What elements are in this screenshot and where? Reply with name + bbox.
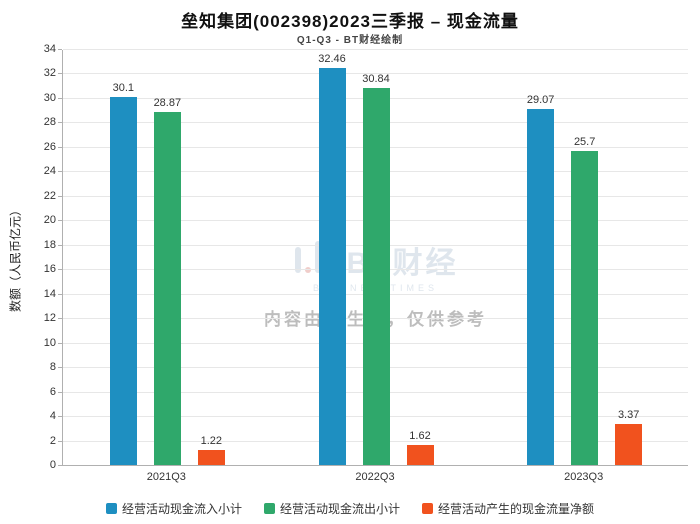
x-tick-label: 2021Q3 bbox=[146, 471, 186, 483]
y-tick-mark bbox=[58, 440, 62, 442]
legend-item-0[interactable]: 经营活动现金流入小计 bbox=[105, 500, 242, 517]
bar-2023Q3-series-2[interactable] bbox=[615, 423, 643, 465]
y-tick-label: 12 bbox=[43, 312, 56, 325]
y-tick-mark bbox=[58, 49, 62, 50]
bar-2022Q3-series-1[interactable] bbox=[362, 87, 390, 465]
y-tick-label: 32 bbox=[43, 67, 56, 80]
legend-label: 经营活动现金流入小计 bbox=[121, 502, 242, 516]
legend-label: 经营活动现金流出小计 bbox=[279, 502, 400, 516]
bar-2023Q3-series-1[interactable] bbox=[571, 150, 599, 465]
y-tick-mark bbox=[58, 146, 62, 148]
bar-value-label: 32.46 bbox=[318, 52, 346, 65]
y-tick-label: 8 bbox=[49, 361, 56, 374]
y-tick-label: 0 bbox=[49, 459, 56, 471]
y-tick-label: 2 bbox=[49, 434, 56, 447]
y-tick-label: 20 bbox=[43, 214, 56, 227]
y-tick-mark bbox=[58, 97, 62, 99]
legend-item-2[interactable]: 经营活动产生的现金流量净额 bbox=[422, 500, 594, 517]
y-tick-label: 28 bbox=[43, 116, 56, 129]
x-tick-label: 2023Q3 bbox=[564, 471, 604, 483]
bar-2022Q3-series-2[interactable] bbox=[406, 445, 434, 465]
chart-title: 垒知集团(002398)2023三季报 – 现金流量 bbox=[181, 12, 519, 31]
y-tick-mark bbox=[58, 220, 62, 222]
y-tick-mark bbox=[58, 416, 62, 418]
y-tick-label: 18 bbox=[43, 238, 56, 251]
bar-2022Q3-series-0[interactable] bbox=[318, 67, 346, 465]
y-tick-label: 22 bbox=[43, 189, 56, 202]
bar-value-label: 28.87 bbox=[153, 96, 182, 109]
y-tick-label: 30 bbox=[43, 91, 56, 104]
bar-value-label: 1.62 bbox=[409, 430, 431, 443]
legend-swatch bbox=[105, 503, 117, 514]
legend-label: 经营活动产生的现金流量净额 bbox=[438, 502, 595, 516]
x-tick-label: 2022Q3 bbox=[355, 471, 395, 483]
bar-value-label: 3.37 bbox=[617, 408, 640, 421]
y-tick-label: 26 bbox=[43, 140, 56, 153]
y-tick-label: 6 bbox=[49, 385, 56, 398]
y-tick-mark bbox=[58, 342, 62, 344]
y-tick-mark bbox=[58, 195, 62, 197]
y-tick-mark bbox=[58, 73, 62, 75]
bar-2021Q3-series-0[interactable] bbox=[109, 96, 137, 465]
y-tick-label: 4 bbox=[49, 410, 56, 423]
bar-2021Q3-series-2[interactable] bbox=[197, 450, 225, 465]
legend-swatch bbox=[422, 503, 433, 514]
y-tick-label: 14 bbox=[43, 287, 56, 300]
gridline bbox=[63, 49, 688, 50]
y-tick-label: 10 bbox=[43, 336, 56, 349]
plot-area: BT财经 BUSINESSTIMES 内容由AI生成，仅供参考 30.128.8… bbox=[58, 49, 688, 466]
y-tick-mark bbox=[58, 244, 62, 246]
y-tick-mark bbox=[58, 171, 62, 173]
bar-value-label: 30.84 bbox=[362, 72, 390, 85]
bar-value-label: 30.1 bbox=[112, 81, 135, 94]
legend-swatch bbox=[263, 503, 275, 514]
y-tick-mark bbox=[58, 465, 62, 466]
legend: 经营活动现金流入小计 经营活动现金流出小计 经营活动产生的现金流量净额 bbox=[0, 500, 700, 517]
y-tick-mark bbox=[58, 391, 62, 393]
y-tick-mark bbox=[58, 122, 62, 124]
y-tick-mark bbox=[58, 367, 62, 369]
legend-item-1[interactable]: 经营活动现金流出小计 bbox=[263, 500, 400, 517]
bar-value-label: 1.22 bbox=[200, 435, 223, 448]
bar-2023Q3-series-0[interactable] bbox=[527, 109, 555, 465]
y-tick-mark bbox=[58, 318, 62, 320]
y-tick-label: 24 bbox=[43, 165, 56, 178]
bar-value-label: 29.07 bbox=[526, 94, 555, 107]
y-tick-label: 16 bbox=[43, 263, 56, 276]
y-tick-mark bbox=[58, 269, 62, 271]
y-tick-label: 34 bbox=[43, 43, 56, 55]
chart-subtitle: Q1-Q3 - BT财经绘制 bbox=[296, 35, 404, 46]
bar-value-label: 25.7 bbox=[573, 135, 596, 148]
bar-2021Q3-series-1[interactable] bbox=[153, 111, 181, 465]
y-tick-mark bbox=[58, 293, 62, 295]
gridline bbox=[63, 73, 688, 75]
